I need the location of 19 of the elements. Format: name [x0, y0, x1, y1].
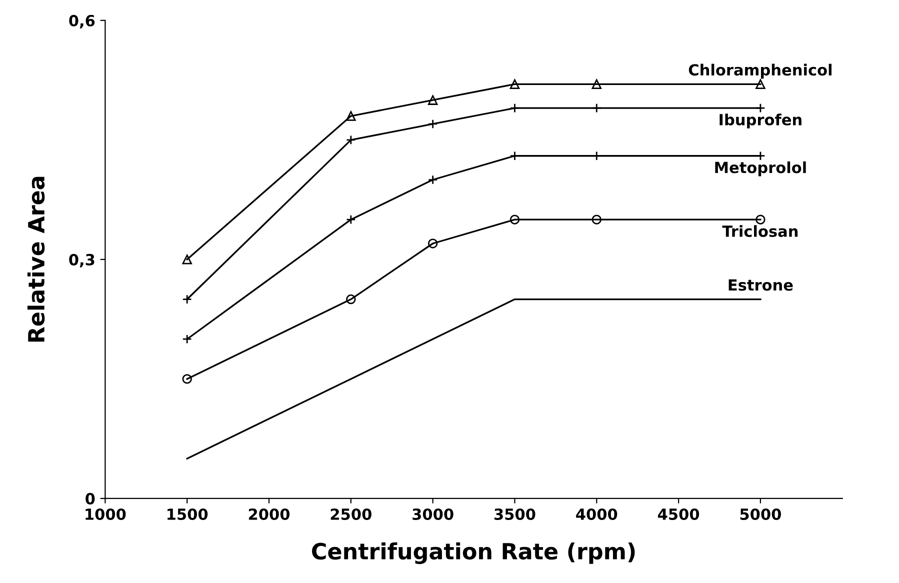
- series-label: Metoprolol: [715, 161, 806, 176]
- y-tick-label: 0: [86, 492, 95, 504]
- x-tick-label: 5000: [740, 508, 781, 520]
- x-tick-label: 3500: [494, 508, 536, 520]
- y-axis-title: Relative Area: [27, 176, 45, 342]
- x-tick-label: 4500: [658, 508, 700, 520]
- series-label: Estrone: [728, 279, 793, 291]
- x-tick-label: 3000: [412, 508, 454, 520]
- x-tick-label: 2000: [248, 508, 290, 520]
- series-label: Chloramphenicol: [688, 64, 832, 79]
- series-label: Ibuprofen: [720, 114, 802, 128]
- x-tick-label: 1500: [168, 508, 208, 520]
- y-tick-label: 0,3: [69, 254, 94, 268]
- x-tick-label: 1000: [86, 508, 126, 520]
- y-tick-label: 0,6: [69, 14, 95, 28]
- x-axis-title: Centrifugation Rate (rpm): [312, 542, 635, 564]
- series-label: Triclosan: [722, 225, 798, 237]
- x-tick-label: 4000: [576, 508, 618, 520]
- x-tick-label: 2500: [330, 508, 372, 520]
